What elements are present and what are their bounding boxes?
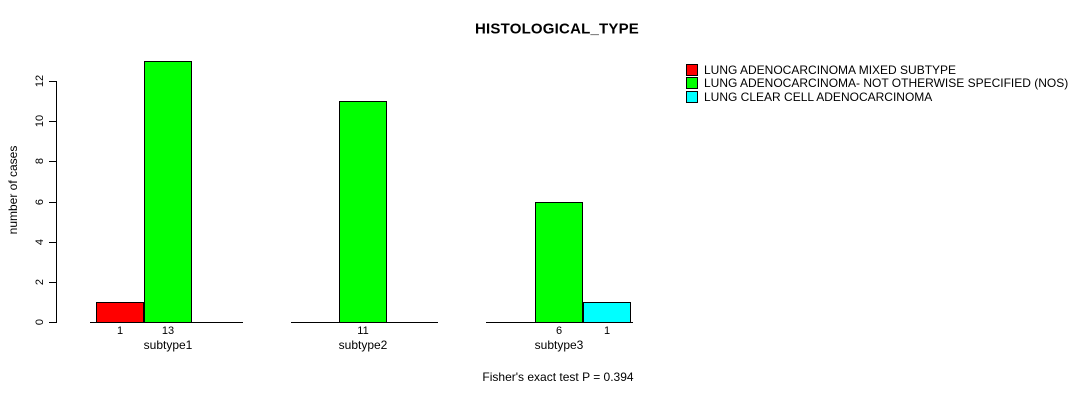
- legend-item: LUNG CLEAR CELL ADENOCARCINOMA: [686, 90, 1068, 104]
- bar-value-label: 6: [555, 325, 563, 337]
- y-tick: [49, 81, 56, 82]
- y-axis-label: number of cases: [6, 145, 20, 235]
- legend: LUNG ADENOCARCINOMA MIXED SUBTYPE LUNG AD…: [686, 63, 1068, 104]
- chart-title: HISTOLOGICAL_TYPE: [475, 20, 639, 38]
- y-axis: [56, 81, 57, 323]
- category-label: subtype2: [338, 338, 388, 352]
- y-tick-label: 8: [34, 158, 46, 165]
- bar-value-label: 1: [116, 325, 124, 337]
- legend-swatch: [686, 77, 698, 90]
- footer-note: Fisher's exact test P = 0.394: [482, 370, 634, 384]
- legend-item: LUNG ADENOCARCINOMA MIXED SUBTYPE: [686, 63, 1068, 77]
- y-tick: [49, 201, 56, 203]
- bar: [96, 301, 144, 323]
- legend-label: LUNG ADENOCARCINOMA MIXED SUBTYPE: [704, 62, 957, 77]
- bar-value-label: 11: [357, 325, 369, 337]
- category-label: subtype3: [534, 338, 584, 352]
- legend-item: LUNG ADENOCARCINOMA- NOT OTHERWISE SPECI…: [686, 77, 1068, 91]
- y-tick: [49, 241, 56, 243]
- bar-value-label: 1: [603, 325, 611, 337]
- legend-swatch: [686, 90, 698, 103]
- y-tick: [49, 161, 56, 163]
- legend-label: LUNG CLEAR CELL ADENOCARCINOMA: [704, 89, 933, 104]
- y-tick-label: 0: [34, 318, 46, 326]
- bar: [583, 301, 631, 323]
- bar: [339, 101, 387, 323]
- bar: [144, 60, 192, 323]
- y-tick: [49, 322, 56, 323]
- y-tick-label: 6: [34, 198, 46, 205]
- y-tick-label: 12: [34, 74, 46, 88]
- category-label: subtype1: [143, 338, 193, 352]
- legend-label: LUNG ADENOCARCINOMA- NOT OTHERWISE SPECI…: [704, 76, 1069, 91]
- legend-swatch: [686, 63, 698, 76]
- bar-value-label: 13: [161, 325, 175, 337]
- y-tick-label: 2: [34, 278, 46, 285]
- y-tick-label: 10: [34, 115, 46, 128]
- y-tick: [49, 281, 56, 283]
- bar: [535, 201, 583, 323]
- y-tick: [49, 121, 56, 123]
- y-tick-label: 4: [34, 238, 46, 245]
